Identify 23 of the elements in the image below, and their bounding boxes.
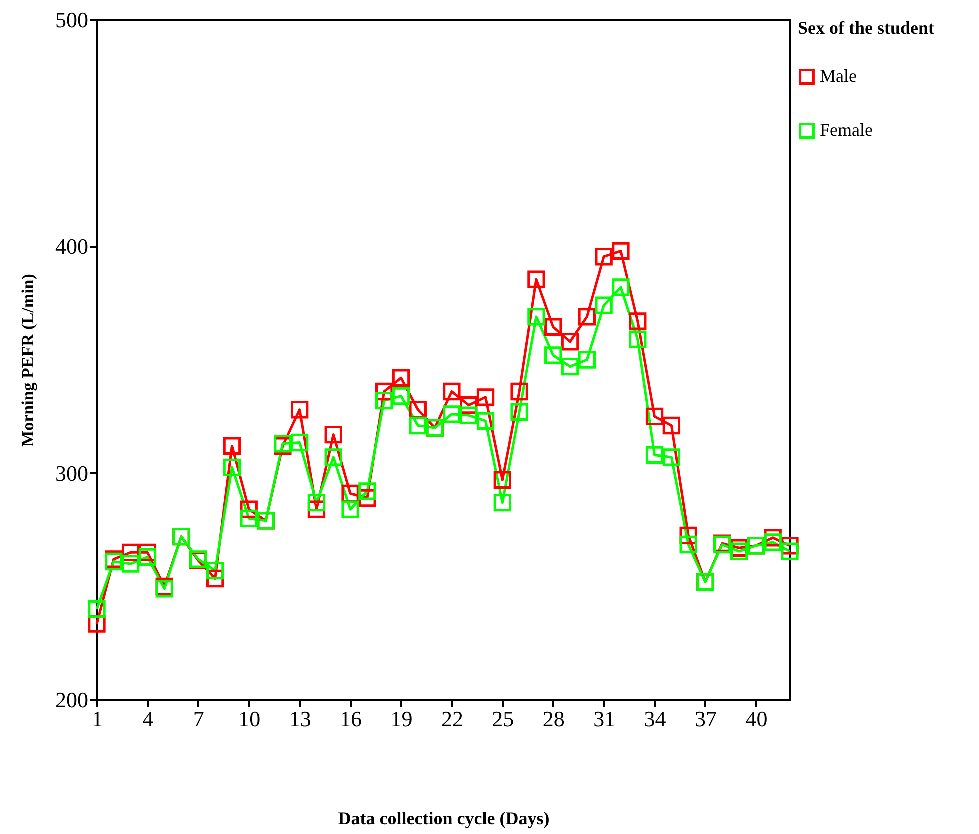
y-tick-label: 500 <box>56 8 88 32</box>
x-tick-label: 4 <box>142 706 154 732</box>
x-tick-label: 22 <box>441 706 464 732</box>
x-tick-label: 16 <box>340 706 362 732</box>
x-tick-label: 7 <box>193 706 204 732</box>
x-tick-label: 19 <box>390 706 413 732</box>
x-tick-label: 28 <box>542 706 565 732</box>
x-tick-label: 34 <box>644 706 666 732</box>
y-tick-label: 400 <box>56 234 88 260</box>
x-tick-label: 37 <box>694 706 717 732</box>
y-tick-label: 200 <box>56 688 88 712</box>
x-tick-label: 13 <box>289 706 312 732</box>
x-tick-label: 10 <box>238 706 261 732</box>
x-tick-label: 25 <box>492 706 514 732</box>
y-axis-title: Morning PEFR (L/min) <box>18 274 38 447</box>
x-axis-title: Data collection cycle (Days) <box>338 808 550 828</box>
legend-label: Female <box>820 120 873 140</box>
x-tick-label: 31 <box>594 706 616 732</box>
legend-title: Sex of the student <box>798 18 935 38</box>
legend-label: Male <box>820 66 857 86</box>
x-tick-label: 40 <box>746 706 768 732</box>
x-tick-label: 1 <box>92 706 103 732</box>
y-tick-label: 300 <box>56 460 88 486</box>
